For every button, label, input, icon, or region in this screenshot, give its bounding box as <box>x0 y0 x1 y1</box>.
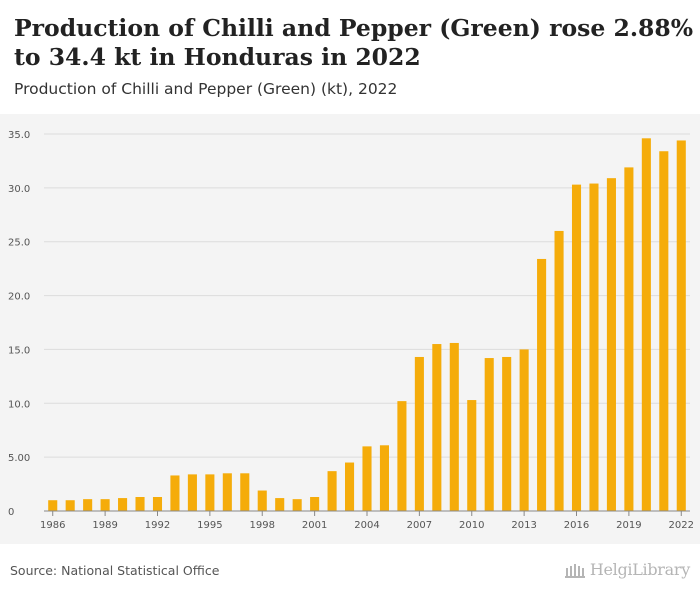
chart-subtitle: Production of Chilli and Pepper (Green) … <box>14 80 398 98</box>
bar <box>502 356 512 511</box>
x-tick-label: 2013 <box>511 520 536 531</box>
bar <box>65 500 75 511</box>
bar <box>659 151 669 511</box>
bar <box>537 258 547 511</box>
bar-chart: 0 5.00 10.0 15.0 20.0 25.0 30.0 35.0 1986 1989 199… <box>8 130 694 531</box>
helgilibrary-logo: HelgiLibrary <box>564 560 690 579</box>
bar <box>152 496 163 511</box>
bar <box>187 474 197 511</box>
x-tick-label: 2007 <box>407 520 432 531</box>
bar <box>170 475 180 511</box>
bar <box>327 471 337 511</box>
bar <box>571 184 582 511</box>
x-tick-label: 1992 <box>145 520 170 531</box>
x-tick-label: 2010 <box>459 520 484 531</box>
y-tick-label: 30.0 <box>8 184 30 195</box>
y-tick-label: 10.0 <box>8 399 30 410</box>
x-tick-label: 1986 <box>40 520 65 531</box>
bar <box>240 473 250 511</box>
library-icon <box>564 563 585 578</box>
logo-text: HelgiLibrary <box>589 560 690 579</box>
x-tick-label: 2022 <box>669 520 694 531</box>
y-tick-label: 20.0 <box>8 292 30 303</box>
bar <box>292 499 302 511</box>
bar <box>467 400 477 511</box>
bar <box>222 473 232 511</box>
bar <box>449 342 459 511</box>
bar <box>606 178 616 512</box>
bar <box>432 344 442 511</box>
y-tick-label: 35.0 <box>8 130 30 141</box>
bar <box>624 167 634 512</box>
y-tick-label: 15.0 <box>8 345 30 356</box>
bar <box>310 496 320 511</box>
bar <box>100 499 110 511</box>
bar <box>414 356 424 511</box>
x-tick-label: 1995 <box>197 520 222 531</box>
bar <box>519 349 529 511</box>
x-tick-label: 2004 <box>354 520 379 531</box>
bar <box>118 498 128 511</box>
x-tick-label: 2019 <box>616 520 641 531</box>
bar <box>379 445 389 511</box>
y-tick-label: 25.0 <box>8 238 30 249</box>
bar <box>589 183 599 511</box>
source-note: Source: National Statistical Office <box>10 563 220 578</box>
x-tick-label: 2016 <box>564 520 589 531</box>
x-tick-label: 1989 <box>92 520 117 531</box>
bar <box>257 490 267 511</box>
bar <box>83 499 93 511</box>
bar <box>205 474 215 511</box>
bar <box>48 500 58 511</box>
bar <box>345 462 355 511</box>
chart-title: Production of Chilli and Pepper (Green) … <box>14 14 694 71</box>
bar <box>135 496 145 511</box>
y-tick-label: 0 <box>8 507 14 518</box>
bar <box>484 358 494 511</box>
bar <box>676 140 686 511</box>
bar <box>397 401 407 511</box>
y-tick-label: 5.00 <box>8 453 30 464</box>
x-tick-label: 1998 <box>250 520 275 531</box>
x-tick-label: 2001 <box>302 520 327 531</box>
bar <box>641 138 651 511</box>
bar <box>362 446 372 511</box>
bar <box>554 230 564 511</box>
bar <box>275 498 285 511</box>
